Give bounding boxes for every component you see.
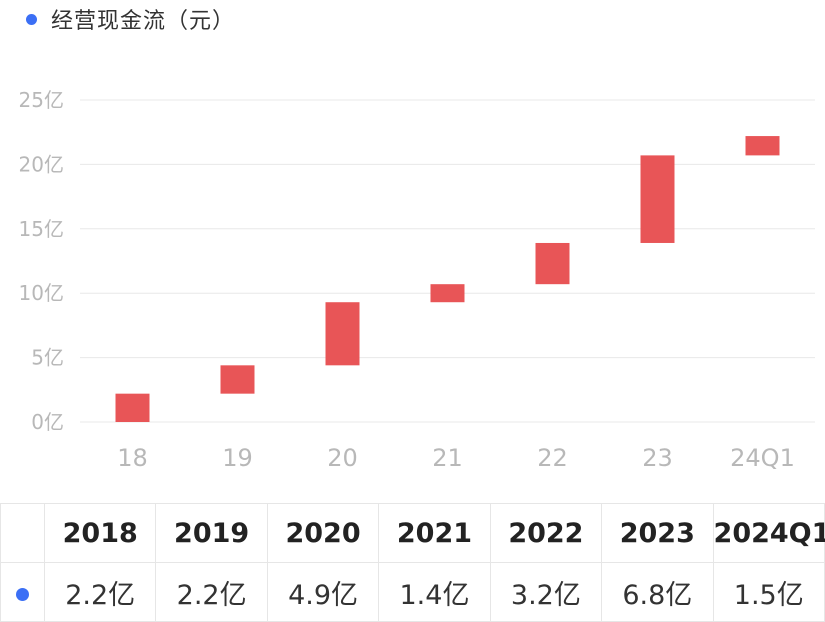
bars <box>115 136 780 422</box>
y-tick-label: 10亿 <box>19 281 64 305</box>
bar <box>745 136 780 156</box>
bar <box>220 365 255 394</box>
y-axis-ticks: 0亿 5亿 10亿 15亿 20亿 25亿 <box>19 88 64 434</box>
x-tick-label: 23 <box>642 444 673 472</box>
x-tick-label: 24Q1 <box>730 444 795 472</box>
x-tick-label: 18 <box>117 444 148 472</box>
table-header-row: 2018 2019 2020 2021 2022 2023 2024Q1 <box>0 503 825 563</box>
row-dot-cell <box>0 562 45 622</box>
x-tick-label: 21 <box>432 444 463 472</box>
table-value-cell: 1.5亿 <box>712 562 825 622</box>
y-tick-label: 5亿 <box>31 346 64 370</box>
table-header-cell: 2022 <box>489 503 603 563</box>
y-tick-label: 15亿 <box>19 217 64 241</box>
table-value-cell: 6.8亿 <box>601 562 714 622</box>
table-header-cell: 2020 <box>266 503 380 563</box>
table-value-cell: 3.2亿 <box>489 562 603 622</box>
series-dot <box>16 587 29 601</box>
table-value-cell: 1.4亿 <box>378 562 491 622</box>
legend-label: 经营现金流（元） <box>51 9 236 34</box>
table-header-cell: 2019 <box>155 503 268 563</box>
table-row: 2.2亿 2.2亿 4.9亿 1.4亿 3.2亿 6.8亿 1.5亿 <box>0 562 825 622</box>
bar <box>115 393 150 422</box>
table-value-cell: 2.2亿 <box>43 562 157 622</box>
y-tick-label: 0亿 <box>31 410 64 434</box>
table-value-cell: 4.9亿 <box>266 562 380 622</box>
legend: 经营现金流（元） <box>26 4 235 34</box>
y-tick-label: 25亿 <box>19 88 64 112</box>
table-header-cell: 2018 <box>43 503 157 563</box>
summary-table: 2018 2019 2020 2021 2022 2023 2024Q1 2.2… <box>0 503 825 622</box>
legend-dot <box>26 13 37 25</box>
grid-lines <box>80 99 815 423</box>
bar <box>430 284 465 303</box>
x-tick-label: 20 <box>327 444 358 472</box>
header-corner-cell <box>0 503 45 563</box>
table-header-cell: 2023 <box>601 503 714 563</box>
table-value-cell: 2.2亿 <box>155 562 268 622</box>
y-tick-label: 20亿 <box>19 152 64 176</box>
table-header-cell: 2024Q1 <box>712 503 825 563</box>
bar <box>640 155 675 243</box>
chart: 0亿 5亿 10亿 15亿 20亿 25亿 18 19 20 21 22 23 24Q1 <box>19 88 815 472</box>
x-tick-label: 19 <box>222 444 253 472</box>
x-axis-ticks: 18 19 20 21 22 23 24Q1 <box>117 444 795 472</box>
x-tick-label: 22 <box>537 444 568 472</box>
bar <box>535 242 570 285</box>
bar <box>325 302 360 366</box>
table-header-cell: 2021 <box>378 503 491 563</box>
